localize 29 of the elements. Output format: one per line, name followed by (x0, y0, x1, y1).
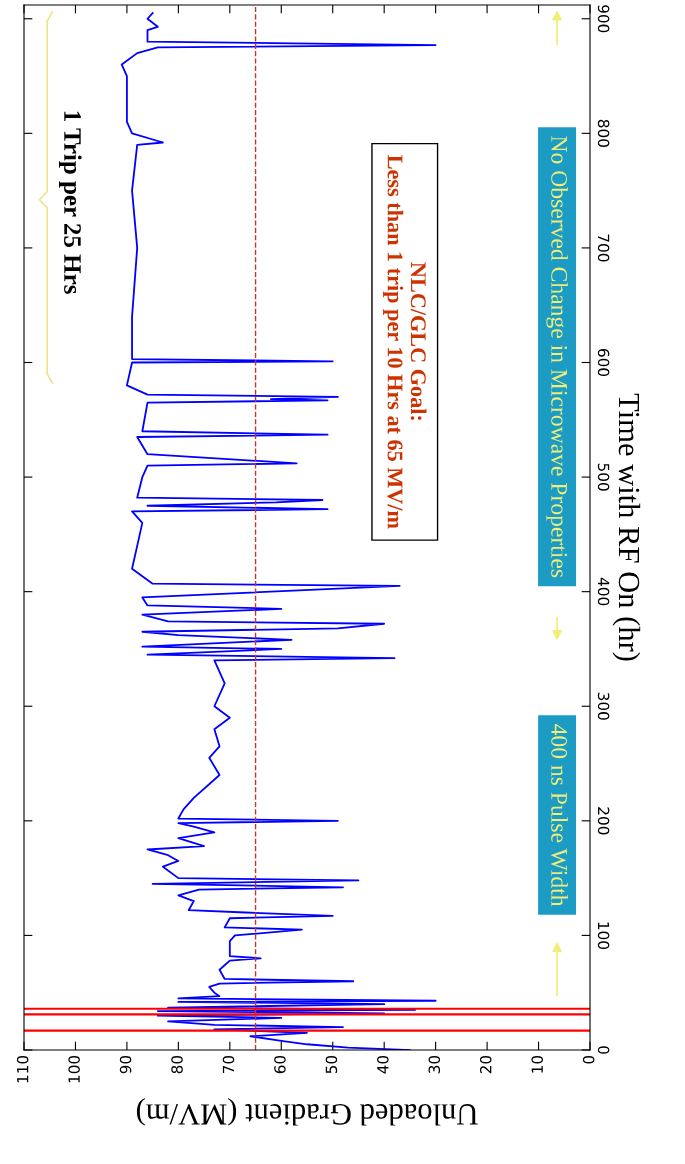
y-tick-label: 400 (597, 577, 610, 606)
y-tick-label: 200 (597, 807, 610, 835)
y-tick-label: 300 (597, 692, 610, 720)
x-tick-label: 50 (325, 1055, 338, 1074)
x-tick-label: 40 (377, 1055, 389, 1074)
x-tick-label: 90 (119, 1055, 132, 1074)
y-tick-label: 600 (597, 348, 610, 377)
x-tick-label: 60 (274, 1055, 286, 1074)
x-tick-label: 80 (171, 1055, 183, 1074)
y-tick-label: 800 (597, 119, 610, 147)
y-tick-label: 100 (597, 922, 610, 949)
x-tick-label: 30 (428, 1055, 441, 1074)
y-tick-label: 900 (597, 5, 610, 33)
annotation: 400 ns Pulse Width (551, 724, 568, 907)
annotation: No Observed Change in Microwave Properties (546, 136, 568, 578)
x-tick-label: 110 (16, 1055, 29, 1083)
y-tick-label: 700 (597, 234, 610, 262)
x-tick-label: 0 (582, 1055, 595, 1064)
x-tick-label: 100 (68, 1055, 80, 1083)
line-series (120, 12, 437, 1050)
x-tick-label: 10 (531, 1055, 543, 1073)
y-tick-label: 0 (597, 1046, 610, 1054)
y-axis-title: Time with RF On (hr) (612, 393, 641, 661)
x-axis-title: Unloaded Gradient (MV/m) (136, 1097, 478, 1126)
annotation: 1 Trip per 25 Hrs (58, 111, 82, 294)
annotation: NLC/GLC Goal: Less than 1 trip per 10 Hrs at 65 MV/m (383, 155, 427, 529)
x-tick-label: 20 (479, 1055, 492, 1074)
y-tick-label: 500 (597, 463, 610, 491)
x-tick-label: 70 (222, 1055, 235, 1074)
